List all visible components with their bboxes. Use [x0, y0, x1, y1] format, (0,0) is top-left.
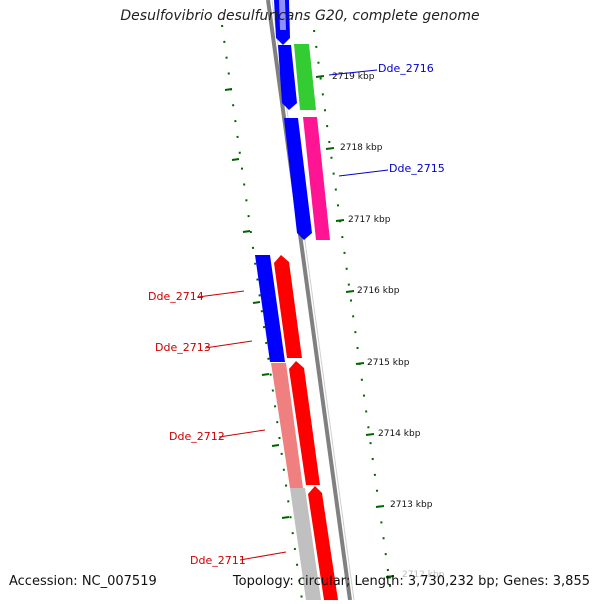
tick-label: 2715 kbp [367, 358, 410, 368]
tick-mark [325, 147, 335, 150]
gene-label-dde-2716[interactable]: Dde_2716 [378, 62, 434, 75]
gene-label-dde-2715[interactable]: Dde_2715 [389, 162, 445, 175]
tick-mark [355, 362, 365, 365]
accession-text: Accession: NC_007519 [9, 574, 157, 589]
tick-label: 2712 kbp [402, 570, 445, 580]
gene-feature-dde-2714[interactable] [255, 255, 285, 362]
tick-mark [231, 158, 240, 161]
gene-label-dde-2712[interactable]: Dde_2712 [169, 430, 225, 443]
gene-feature-dde-2716[interactable] [294, 44, 316, 110]
tick-mark [375, 505, 385, 508]
tick-mark [224, 88, 233, 91]
tick-mark [252, 301, 261, 304]
gene-feature-pink-pseudo[interactable] [271, 363, 303, 488]
tick-label: 2714 kbp [378, 429, 421, 439]
tick-mark [281, 516, 290, 519]
gene-feature-grey-pseudo[interactable] [290, 488, 321, 600]
gene-feature-blue-3[interactable] [284, 118, 312, 240]
gene-label-line [197, 290, 245, 298]
tick-label: 2718 kbp [340, 143, 383, 153]
tick-mark [345, 290, 355, 293]
tick-mark [385, 575, 395, 578]
tick-mark [261, 373, 270, 376]
gene-label-line [239, 551, 287, 561]
genome-backbone [266, 0, 352, 601]
map-title: Desulfovibrio desulfuricans G20, complet… [120, 8, 480, 24]
tick-mark [365, 433, 375, 436]
gene-label-line [204, 340, 253, 349]
tick-label: 2719 kbp [332, 72, 375, 82]
gene-feature-top-highlight [279, 0, 286, 30]
tick-mark [335, 219, 345, 222]
gene-label-dde-2711[interactable]: Dde_2711 [190, 554, 246, 567]
tick-mark [242, 230, 251, 233]
gene-label-line [338, 169, 389, 177]
gene-feature-dde-2711-red[interactable] [308, 486, 338, 600]
tick-marks [224, 75, 395, 578]
gene-label-line [328, 69, 378, 76]
tick-label: 2716 kbp [357, 286, 400, 296]
outer-dotted-ring [313, 29, 393, 601]
gene-feature-dde-2712-red[interactable] [289, 361, 320, 485]
gene-feature-dde-2713[interactable] [274, 255, 302, 358]
gene-label-dde-2713[interactable]: Dde_2713 [155, 341, 211, 354]
topology-text: Topology: circular; Length: 3,730,232 bp… [232, 574, 590, 589]
tick-label: 2717 kbp [348, 215, 391, 225]
tick-mark [271, 444, 280, 447]
gene-feature-dde-2715[interactable] [303, 117, 330, 240]
gene-label-dde-2714[interactable]: Dde_2714 [148, 290, 204, 303]
inner-dotted-ring [221, 24, 303, 601]
gene-feature-blue-2[interactable] [278, 45, 297, 110]
tick-mark [315, 75, 325, 78]
tick-label: 2713 kbp [390, 500, 433, 510]
gene-label-line [218, 429, 266, 438]
